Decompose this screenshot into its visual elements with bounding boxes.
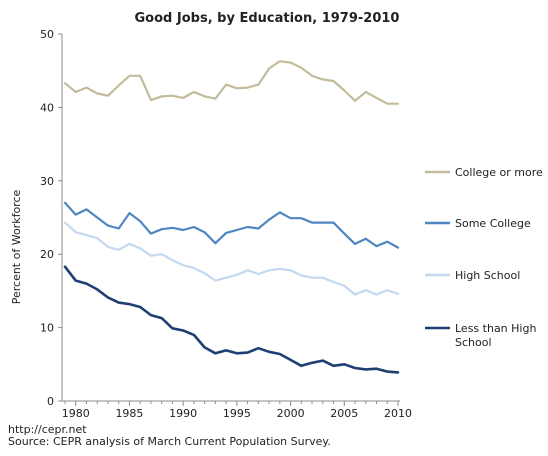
x-tick-label: 1990 bbox=[169, 407, 197, 420]
y-tick-label: 20 bbox=[40, 248, 54, 261]
y-tick-label: 0 bbox=[47, 395, 54, 408]
legend-label-some-college: Some College bbox=[455, 217, 531, 230]
x-tick-label: 1995 bbox=[223, 407, 251, 420]
series-lines bbox=[63, 60, 400, 374]
legend: College or more Some College High School Le… bbox=[425, 166, 543, 349]
legend-label-high-school: High School bbox=[455, 269, 520, 282]
x-tick-label: 1980 bbox=[62, 407, 90, 420]
x-tick-label: 2000 bbox=[277, 407, 305, 420]
x-tick-label: 1985 bbox=[115, 407, 143, 420]
legend-label-less-than-high-school: Less than High School bbox=[455, 322, 536, 349]
legend-label-college-or-more: College or more bbox=[455, 166, 543, 179]
x-tick-label: 2010 bbox=[384, 407, 412, 420]
y-tick-label: 30 bbox=[40, 175, 54, 188]
y-tick-label: 10 bbox=[40, 322, 54, 335]
y-axis-label: Percent of Workforce bbox=[10, 190, 23, 305]
series-line-some-college bbox=[63, 201, 400, 249]
series-line-high-school bbox=[63, 221, 400, 296]
footer-url: http://cepr.net bbox=[8, 423, 87, 436]
y-tick-label: 40 bbox=[40, 101, 54, 114]
series-line-less-than-high-school bbox=[63, 265, 400, 374]
series-line-college-or-more bbox=[63, 60, 400, 105]
y-tick-label: 50 bbox=[40, 28, 54, 41]
footer-source: Source: CEPR analysis of March Current P… bbox=[8, 435, 331, 448]
axes: 0 10 20 30 40 50 1980 1985 1990 1995 2000 2005 2010 bbox=[40, 28, 412, 420]
x-tick-label: 2005 bbox=[330, 407, 358, 420]
chart-title: Good Jobs, by Education, 1979-2010 bbox=[135, 11, 400, 26]
